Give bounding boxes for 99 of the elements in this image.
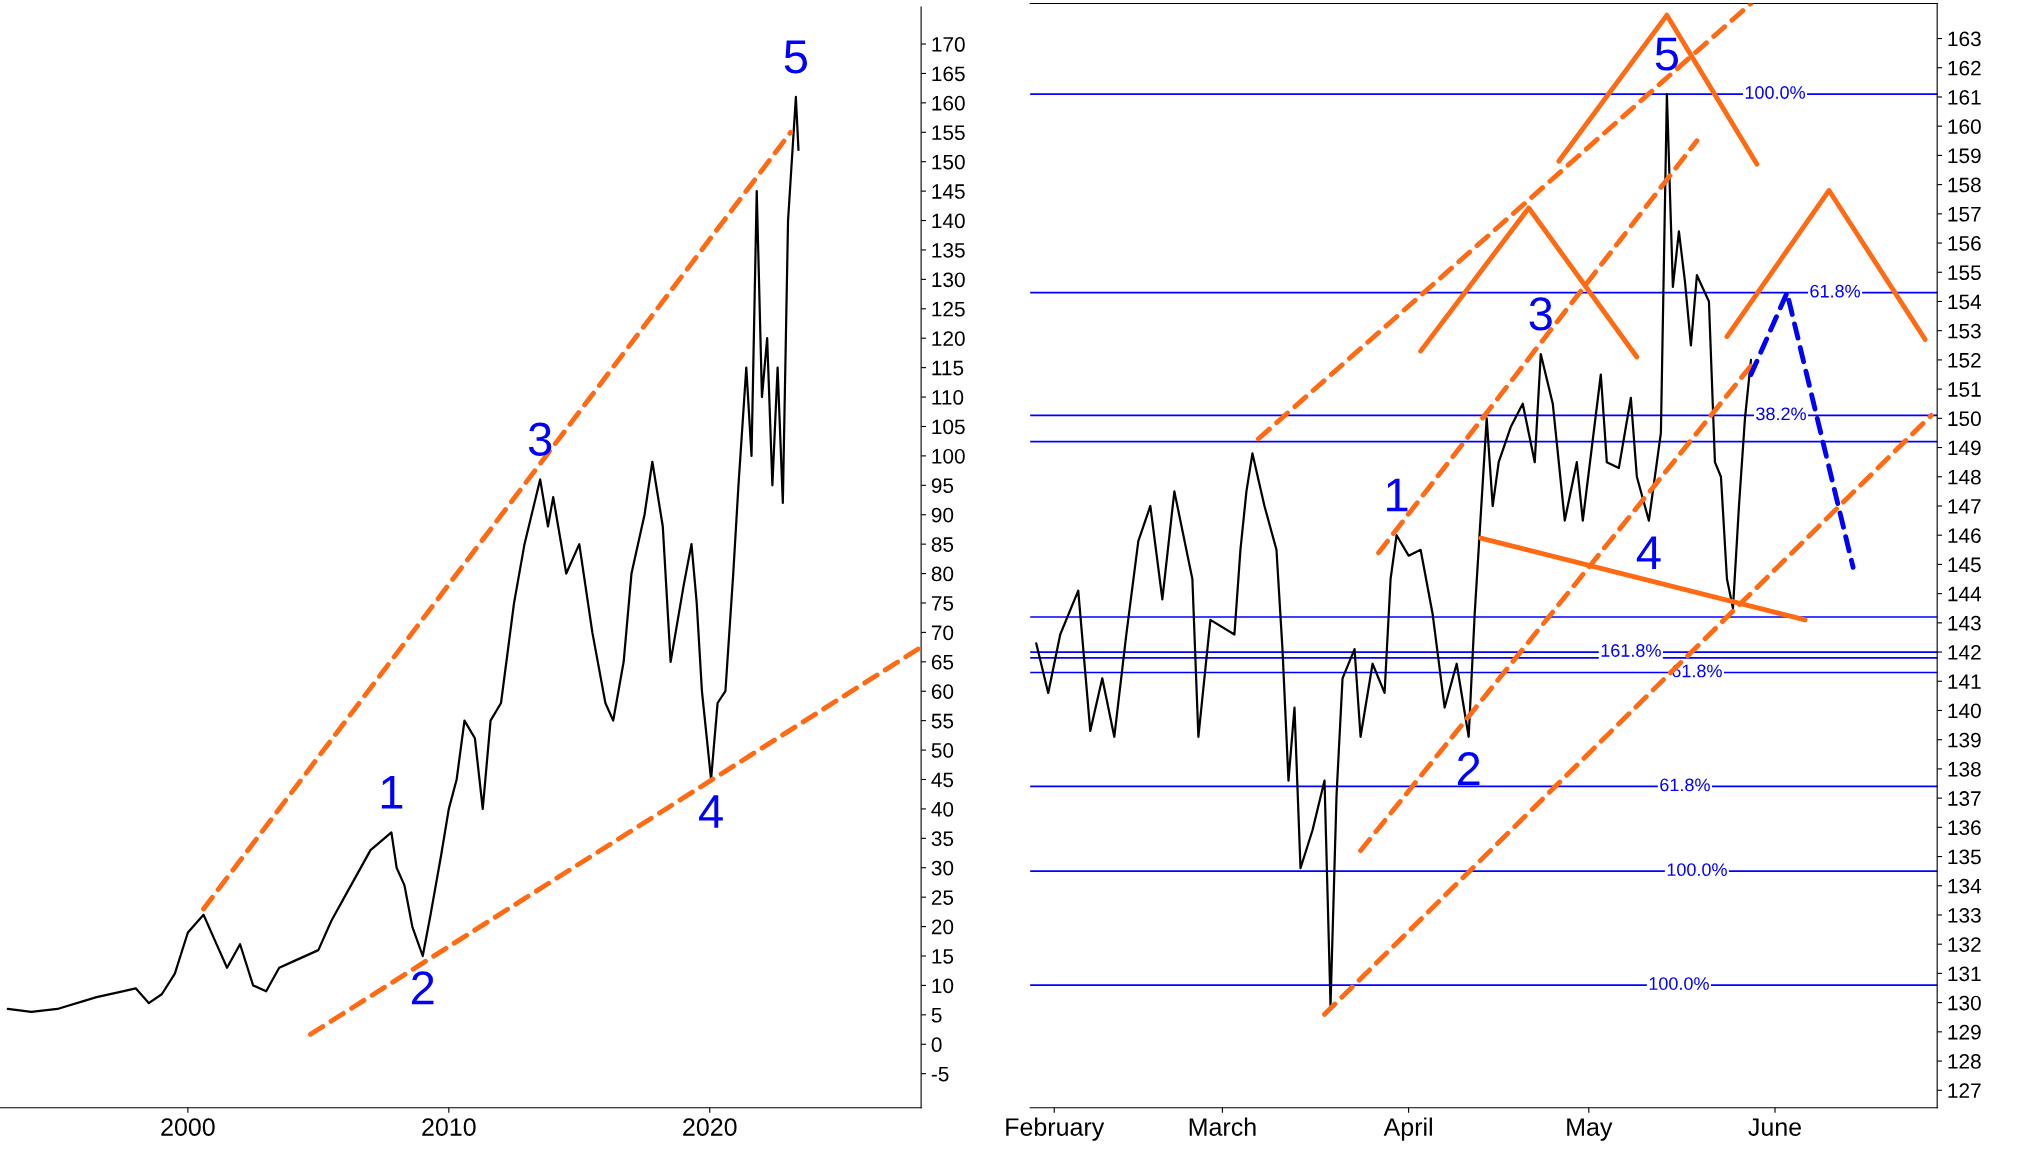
y-tick-label: 131 xyxy=(1948,966,1981,982)
y-tick-label: 136 xyxy=(1948,820,1981,836)
annotation: 4 xyxy=(1636,536,1661,569)
y-tick-label: 40 xyxy=(931,801,954,817)
annotation: 61.8% xyxy=(1660,778,1710,792)
annotation: 100.0% xyxy=(1649,977,1709,990)
annotation: 100.0% xyxy=(1745,86,1805,99)
line-series xyxy=(6,95,800,1014)
y-tick-label: 20 xyxy=(931,919,954,935)
y-tick-label: -5 xyxy=(931,1066,949,1082)
y-tick-label: 120 xyxy=(932,331,965,346)
y-tick-label: 161 xyxy=(1948,89,1981,105)
x-tick-label: 2000 xyxy=(161,1118,215,1136)
y-tick-label: 147 xyxy=(1948,499,1981,514)
annotation: 3 xyxy=(1529,297,1552,331)
y-tick-label: 160 xyxy=(1948,119,1981,134)
y-tick-label: 60 xyxy=(931,684,954,699)
x-tick-label: February xyxy=(1006,1117,1105,1141)
y-tick-label: 162 xyxy=(1948,60,1981,76)
y-tick-label: 130 xyxy=(932,272,965,288)
y-tick-label: 90 xyxy=(931,507,954,523)
annotation: 2 xyxy=(1457,752,1480,786)
annotation: 5 xyxy=(784,40,808,74)
y-tick-label: 148 xyxy=(1948,469,1981,485)
y-tick-label: 154 xyxy=(1948,294,1982,310)
annotation: 5 xyxy=(1655,37,1679,71)
y-tick-label: 15 xyxy=(932,949,954,964)
y-tick-label: 149 xyxy=(1948,440,1981,456)
y-tick-label: 140 xyxy=(932,213,965,229)
x-tick-label: March xyxy=(1189,1117,1256,1136)
y-tick-label: 105 xyxy=(932,419,965,435)
y-tick-label: 115 xyxy=(932,360,964,376)
annotation: 161.8% xyxy=(1601,644,1661,657)
y-tick-label: 5 xyxy=(931,1008,942,1023)
y-tick-label: 130 xyxy=(1948,995,1981,1011)
y-tick-label: 146 xyxy=(1948,528,1981,543)
x-tick-label: 2020 xyxy=(683,1118,737,1136)
annotation: 100.0% xyxy=(1667,863,1727,877)
y-tick-label: 160 xyxy=(932,95,965,111)
y-tick-label: 85 xyxy=(931,537,954,552)
y-tick-label: 25 xyxy=(931,890,954,905)
y-tick-label: 65 xyxy=(931,654,954,670)
y-tick-label: 150 xyxy=(1948,411,1981,427)
y-tick-label: 135 xyxy=(1948,849,1981,865)
annotation: 3 xyxy=(528,422,552,456)
y-tick-label: 157 xyxy=(1948,207,1981,222)
y-tick-label: 50 xyxy=(931,743,954,758)
y-tick-label: 127 xyxy=(1948,1083,1981,1098)
y-tick-label: 138 xyxy=(1948,761,1981,777)
y-tick-label: 0 xyxy=(931,1037,942,1053)
y-tick-label: 95 xyxy=(931,478,954,494)
y-tick-label: 70 xyxy=(931,625,954,641)
y-tick-label: 142 xyxy=(1948,645,1981,660)
y-tick-label: 153 xyxy=(1948,323,1981,339)
annotation: 1 xyxy=(1387,478,1408,512)
y-tick-label: 145 xyxy=(1948,557,1981,573)
y-tick-label: 30 xyxy=(931,860,954,876)
annotation: 38.2% xyxy=(1756,407,1806,421)
y-tick-label: 158 xyxy=(1948,177,1981,193)
y-tick-label: 152 xyxy=(1948,352,1981,368)
y-tick-label: 139 xyxy=(1948,732,1981,748)
annotation: 61.8% xyxy=(1810,284,1861,298)
annotation: 1 xyxy=(381,776,403,809)
y-tick-label: 156 xyxy=(1948,236,1981,251)
y-tick-label: 125 xyxy=(932,301,965,317)
x-tick-label: April xyxy=(1383,1117,1432,1141)
y-tick-label: 133 xyxy=(1948,907,1981,923)
y-tick-label: 55 xyxy=(931,713,954,729)
y-tick-label: 151 xyxy=(1948,382,1981,397)
y-tick-label: 132 xyxy=(1948,937,1981,952)
y-tick-label: 155 xyxy=(932,125,965,141)
y-tick-label: 140 xyxy=(1948,703,1981,719)
y-tick-label: 150 xyxy=(932,154,965,170)
y-tick-label: 159 xyxy=(1948,148,1981,164)
y-tick-label: 137 xyxy=(1948,791,1981,806)
y-tick-label: 100 xyxy=(932,448,965,464)
y-tick-label: 144 xyxy=(1948,586,1982,602)
annotation: 4 xyxy=(699,795,723,828)
y-tick-label: 35 xyxy=(931,831,954,847)
y-tick-label: 155 xyxy=(1948,265,1981,281)
y-tick-label: 110 xyxy=(932,390,964,405)
y-tick-label: 145 xyxy=(932,184,965,199)
y-tick-label: 163 xyxy=(1948,31,1981,47)
y-tick-label: 128 xyxy=(1948,1054,1981,1069)
y-tick-label: 134 xyxy=(1948,878,1982,894)
y-tick-label: 135 xyxy=(932,242,965,258)
y-tick-label: 80 xyxy=(931,566,954,582)
x-tick-label: June xyxy=(1748,1118,1801,1136)
annotation: 2 xyxy=(411,971,434,1005)
y-tick-label: 10 xyxy=(932,978,954,994)
y-tick-label: 129 xyxy=(1948,1024,1981,1040)
y-tick-label: 141 xyxy=(1948,674,1981,689)
y-tick-label: 165 xyxy=(932,66,965,82)
x-tick-label: May xyxy=(1567,1118,1613,1141)
y-tick-label: 170 xyxy=(932,37,965,52)
y-tick-label: 45 xyxy=(931,772,954,788)
y-tick-label: 143 xyxy=(1948,615,1981,631)
y-tick-label: 75 xyxy=(931,596,954,611)
x-tick-label: 2010 xyxy=(422,1118,476,1136)
